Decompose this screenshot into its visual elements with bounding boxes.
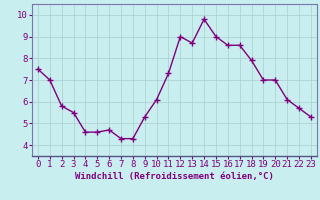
X-axis label: Windchill (Refroidissement éolien,°C): Windchill (Refroidissement éolien,°C) [75, 172, 274, 181]
